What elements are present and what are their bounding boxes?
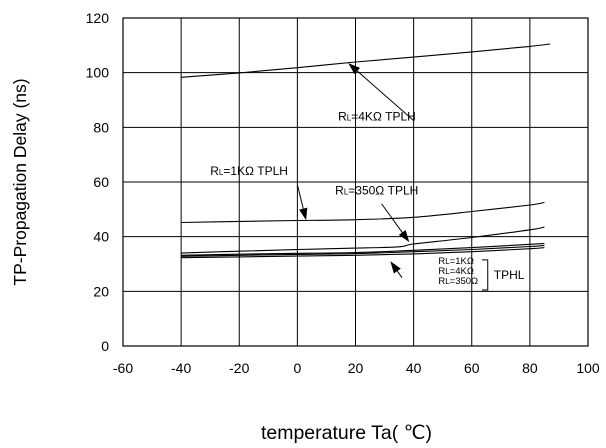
x-tick-label: 40: [406, 360, 422, 376]
y-axis-label: TP-Propagation Delay (ns): [10, 78, 30, 285]
series-group: [181, 43, 551, 259]
annotation-arrow-shaft: [381, 203, 403, 233]
grid: [122, 17, 589, 347]
x-tick-label: 100: [576, 360, 600, 376]
y-tick-labels: 0 20 40 60 80 100 120: [86, 10, 110, 354]
tphl-bracket: [481, 259, 489, 291]
y-tick-label: 60: [93, 174, 109, 190]
series-line: [181, 244, 545, 257]
series-line: [181, 242, 545, 256]
annotation-label: RL=4KΩ: [438, 266, 474, 277]
annotation-arrow-shaft: [396, 270, 403, 278]
x-tick-label: 20: [348, 360, 364, 376]
annotation-arrow-head: [398, 229, 410, 243]
x-tick-label: -40: [171, 360, 191, 376]
y-tick-label: 100: [86, 65, 110, 81]
series-line: [181, 226, 545, 254]
plot-frame: [122, 17, 589, 347]
annotation-label: RL=350Ω TPLH: [335, 183, 418, 197]
x-tick-label: 0: [293, 360, 301, 376]
series-line: [181, 247, 545, 259]
y-tick-label: 20: [93, 283, 109, 299]
annotation-arrow-head: [348, 63, 361, 75]
y-tick-label: 0: [101, 338, 109, 354]
x-tick-label: -20: [229, 360, 249, 376]
annotation-label: RL=1KΩ: [438, 256, 474, 267]
x-tick-label: -60: [113, 360, 133, 376]
annotations: RL=4KΩ TPLH RL=1KΩ TPLH RL=350Ω TPLH RL=1KΩ…: [210, 63, 525, 291]
x-tick-label: 60: [464, 360, 480, 376]
annotation-label: RL=4KΩ TPLH: [338, 110, 416, 124]
y-tick-label: 120: [86, 10, 110, 26]
y-tick-label: 80: [93, 119, 109, 135]
x-axis-label: temperature Ta( ℃): [261, 422, 432, 444]
x-tick-labels: -60 -40 -20 0 20 40 60 80 100: [113, 360, 600, 376]
annotation-arrow-head: [299, 207, 308, 221]
series-line: [181, 43, 551, 78]
annotation-label: RL=1KΩ TPLH: [210, 164, 288, 178]
annotation-arrow-head: [390, 261, 401, 274]
annotation-arrow-shaft: [296, 184, 304, 209]
annotation-label: RL=350Ω: [438, 276, 478, 287]
y-tick-label: 40: [93, 229, 109, 245]
series-line: [181, 201, 545, 224]
tphl-label: TPHL: [494, 268, 525, 282]
x-tick-label: 80: [522, 360, 538, 376]
annotation-arrow-shaft: [356, 70, 414, 121]
